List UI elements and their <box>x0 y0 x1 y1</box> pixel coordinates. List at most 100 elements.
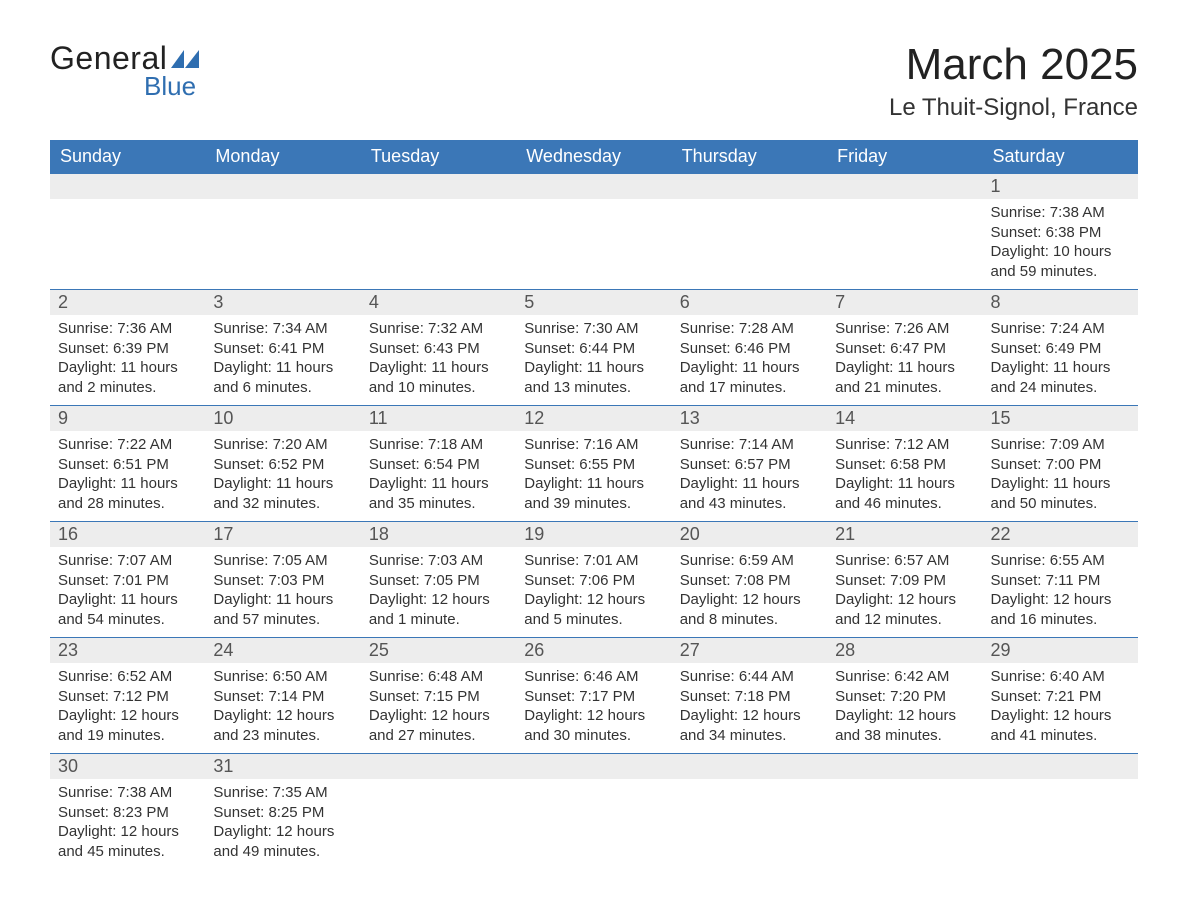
sunset-text: Sunset: 6:58 PM <box>835 455 974 475</box>
day-body: Sunrise: 7:32 AMSunset: 6:43 PMDaylight:… <box>361 315 516 405</box>
day-number: 19 <box>516 522 671 547</box>
sunrise-text: Sunrise: 6:40 AM <box>991 667 1130 687</box>
daylight-text: Daylight: 12 hours and 41 minutes. <box>991 706 1130 745</box>
daylight-text: Daylight: 11 hours and 50 minutes. <box>991 474 1130 513</box>
weekday-header: Tuesday <box>361 140 516 174</box>
sunrise-text: Sunrise: 7:38 AM <box>58 783 197 803</box>
sunset-text: Sunset: 7:01 PM <box>58 571 197 591</box>
calendar-day-cell <box>516 754 671 870</box>
calendar-week-row: 2Sunrise: 7:36 AMSunset: 6:39 PMDaylight… <box>50 290 1138 406</box>
calendar-day-cell: 9Sunrise: 7:22 AMSunset: 6:51 PMDaylight… <box>50 406 205 522</box>
calendar-day-cell: 7Sunrise: 7:26 AMSunset: 6:47 PMDaylight… <box>827 290 982 406</box>
daylight-text: Daylight: 11 hours and 6 minutes. <box>213 358 352 397</box>
sunrise-text: Sunrise: 7:20 AM <box>213 435 352 455</box>
daylight-text: Daylight: 12 hours and 30 minutes. <box>524 706 663 745</box>
calendar-day-cell: 5Sunrise: 7:30 AMSunset: 6:44 PMDaylight… <box>516 290 671 406</box>
day-body: Sunrise: 6:59 AMSunset: 7:08 PMDaylight:… <box>672 547 827 637</box>
day-body: Sunrise: 7:14 AMSunset: 6:57 PMDaylight:… <box>672 431 827 521</box>
daylight-text: Daylight: 11 hours and 57 minutes. <box>213 590 352 629</box>
day-number: 13 <box>672 406 827 431</box>
sunset-text: Sunset: 7:11 PM <box>991 571 1130 591</box>
day-body: Sunrise: 7:28 AMSunset: 6:46 PMDaylight:… <box>672 315 827 405</box>
sunset-text: Sunset: 6:51 PM <box>58 455 197 475</box>
day-number: 18 <box>361 522 516 547</box>
day-number: 29 <box>983 638 1138 663</box>
day-body: Sunrise: 7:24 AMSunset: 6:49 PMDaylight:… <box>983 315 1138 405</box>
sunrise-text: Sunrise: 7:26 AM <box>835 319 974 339</box>
daylight-text: Daylight: 11 hours and 54 minutes. <box>58 590 197 629</box>
day-body: Sunrise: 7:38 AMSunset: 6:38 PMDaylight:… <box>983 199 1138 289</box>
calendar-week-row: 16Sunrise: 7:07 AMSunset: 7:01 PMDayligh… <box>50 522 1138 638</box>
day-body: Sunrise: 7:38 AMSunset: 8:23 PMDaylight:… <box>50 779 205 869</box>
day-number: 26 <box>516 638 671 663</box>
sunset-text: Sunset: 7:05 PM <box>369 571 508 591</box>
daylight-text: Daylight: 11 hours and 35 minutes. <box>369 474 508 513</box>
sunset-text: Sunset: 7:09 PM <box>835 571 974 591</box>
sunrise-text: Sunrise: 7:05 AM <box>213 551 352 571</box>
sunset-text: Sunset: 6:44 PM <box>524 339 663 359</box>
day-number: 14 <box>827 406 982 431</box>
sunset-text: Sunset: 7:21 PM <box>991 687 1130 707</box>
calendar-day-cell <box>361 174 516 290</box>
day-body: Sunrise: 7:20 AMSunset: 6:52 PMDaylight:… <box>205 431 360 521</box>
day-body: Sunrise: 7:30 AMSunset: 6:44 PMDaylight:… <box>516 315 671 405</box>
day-body: Sunrise: 6:40 AMSunset: 7:21 PMDaylight:… <box>983 663 1138 753</box>
day-number: 28 <box>827 638 982 663</box>
day-body <box>205 199 360 279</box>
calendar-head: SundayMondayTuesdayWednesdayThursdayFrid… <box>50 140 1138 174</box>
day-number: 27 <box>672 638 827 663</box>
day-body: Sunrise: 6:44 AMSunset: 7:18 PMDaylight:… <box>672 663 827 753</box>
day-body: Sunrise: 7:03 AMSunset: 7:05 PMDaylight:… <box>361 547 516 637</box>
sunset-text: Sunset: 6:57 PM <box>680 455 819 475</box>
daylight-text: Daylight: 12 hours and 34 minutes. <box>680 706 819 745</box>
calendar-week-row: 9Sunrise: 7:22 AMSunset: 6:51 PMDaylight… <box>50 406 1138 522</box>
daylight-text: Daylight: 11 hours and 17 minutes. <box>680 358 819 397</box>
sunset-text: Sunset: 6:39 PM <box>58 339 197 359</box>
calendar-day-cell: 11Sunrise: 7:18 AMSunset: 6:54 PMDayligh… <box>361 406 516 522</box>
calendar-day-cell: 18Sunrise: 7:03 AMSunset: 7:05 PMDayligh… <box>361 522 516 638</box>
daylight-text: Daylight: 11 hours and 32 minutes. <box>213 474 352 513</box>
daylight-text: Daylight: 11 hours and 13 minutes. <box>524 358 663 397</box>
day-number: 24 <box>205 638 360 663</box>
day-body: Sunrise: 7:36 AMSunset: 6:39 PMDaylight:… <box>50 315 205 405</box>
sunrise-text: Sunrise: 6:52 AM <box>58 667 197 687</box>
daylight-text: Daylight: 12 hours and 27 minutes. <box>369 706 508 745</box>
weekday-header: Saturday <box>983 140 1138 174</box>
weekday-row: SundayMondayTuesdayWednesdayThursdayFrid… <box>50 140 1138 174</box>
day-number: 20 <box>672 522 827 547</box>
calendar-day-cell <box>205 174 360 290</box>
sunrise-text: Sunrise: 7:24 AM <box>991 319 1130 339</box>
sunrise-text: Sunrise: 7:38 AM <box>991 203 1130 223</box>
day-body <box>516 779 671 859</box>
calendar-day-cell: 4Sunrise: 7:32 AMSunset: 6:43 PMDaylight… <box>361 290 516 406</box>
sunrise-text: Sunrise: 6:55 AM <box>991 551 1130 571</box>
day-body: Sunrise: 7:18 AMSunset: 6:54 PMDaylight:… <box>361 431 516 521</box>
daylight-text: Daylight: 12 hours and 12 minutes. <box>835 590 974 629</box>
calendar-day-cell: 17Sunrise: 7:05 AMSunset: 7:03 PMDayligh… <box>205 522 360 638</box>
sunset-text: Sunset: 7:12 PM <box>58 687 197 707</box>
sunrise-text: Sunrise: 6:48 AM <box>369 667 508 687</box>
sunset-text: Sunset: 7:14 PM <box>213 687 352 707</box>
day-number: 31 <box>205 754 360 779</box>
calendar-day-cell: 6Sunrise: 7:28 AMSunset: 6:46 PMDaylight… <box>672 290 827 406</box>
calendar-day-cell: 14Sunrise: 7:12 AMSunset: 6:58 PMDayligh… <box>827 406 982 522</box>
sunrise-text: Sunrise: 7:28 AM <box>680 319 819 339</box>
daylight-text: Daylight: 12 hours and 49 minutes. <box>213 822 352 861</box>
day-number: 22 <box>983 522 1138 547</box>
daylight-text: Daylight: 11 hours and 2 minutes. <box>58 358 197 397</box>
calendar-week-row: 30Sunrise: 7:38 AMSunset: 8:23 PMDayligh… <box>50 754 1138 870</box>
daylight-text: Daylight: 12 hours and 38 minutes. <box>835 706 974 745</box>
day-body: Sunrise: 7:22 AMSunset: 6:51 PMDaylight:… <box>50 431 205 521</box>
sunset-text: Sunset: 6:54 PM <box>369 455 508 475</box>
day-number: 10 <box>205 406 360 431</box>
sunset-text: Sunset: 7:18 PM <box>680 687 819 707</box>
calendar-day-cell: 26Sunrise: 6:46 AMSunset: 7:17 PMDayligh… <box>516 638 671 754</box>
day-number <box>361 754 516 779</box>
sunset-text: Sunset: 6:52 PM <box>213 455 352 475</box>
calendar-day-cell: 3Sunrise: 7:34 AMSunset: 6:41 PMDaylight… <box>205 290 360 406</box>
day-number: 11 <box>361 406 516 431</box>
day-body <box>827 199 982 279</box>
day-number: 2 <box>50 290 205 315</box>
calendar-day-cell <box>50 174 205 290</box>
sunrise-text: Sunrise: 7:35 AM <box>213 783 352 803</box>
